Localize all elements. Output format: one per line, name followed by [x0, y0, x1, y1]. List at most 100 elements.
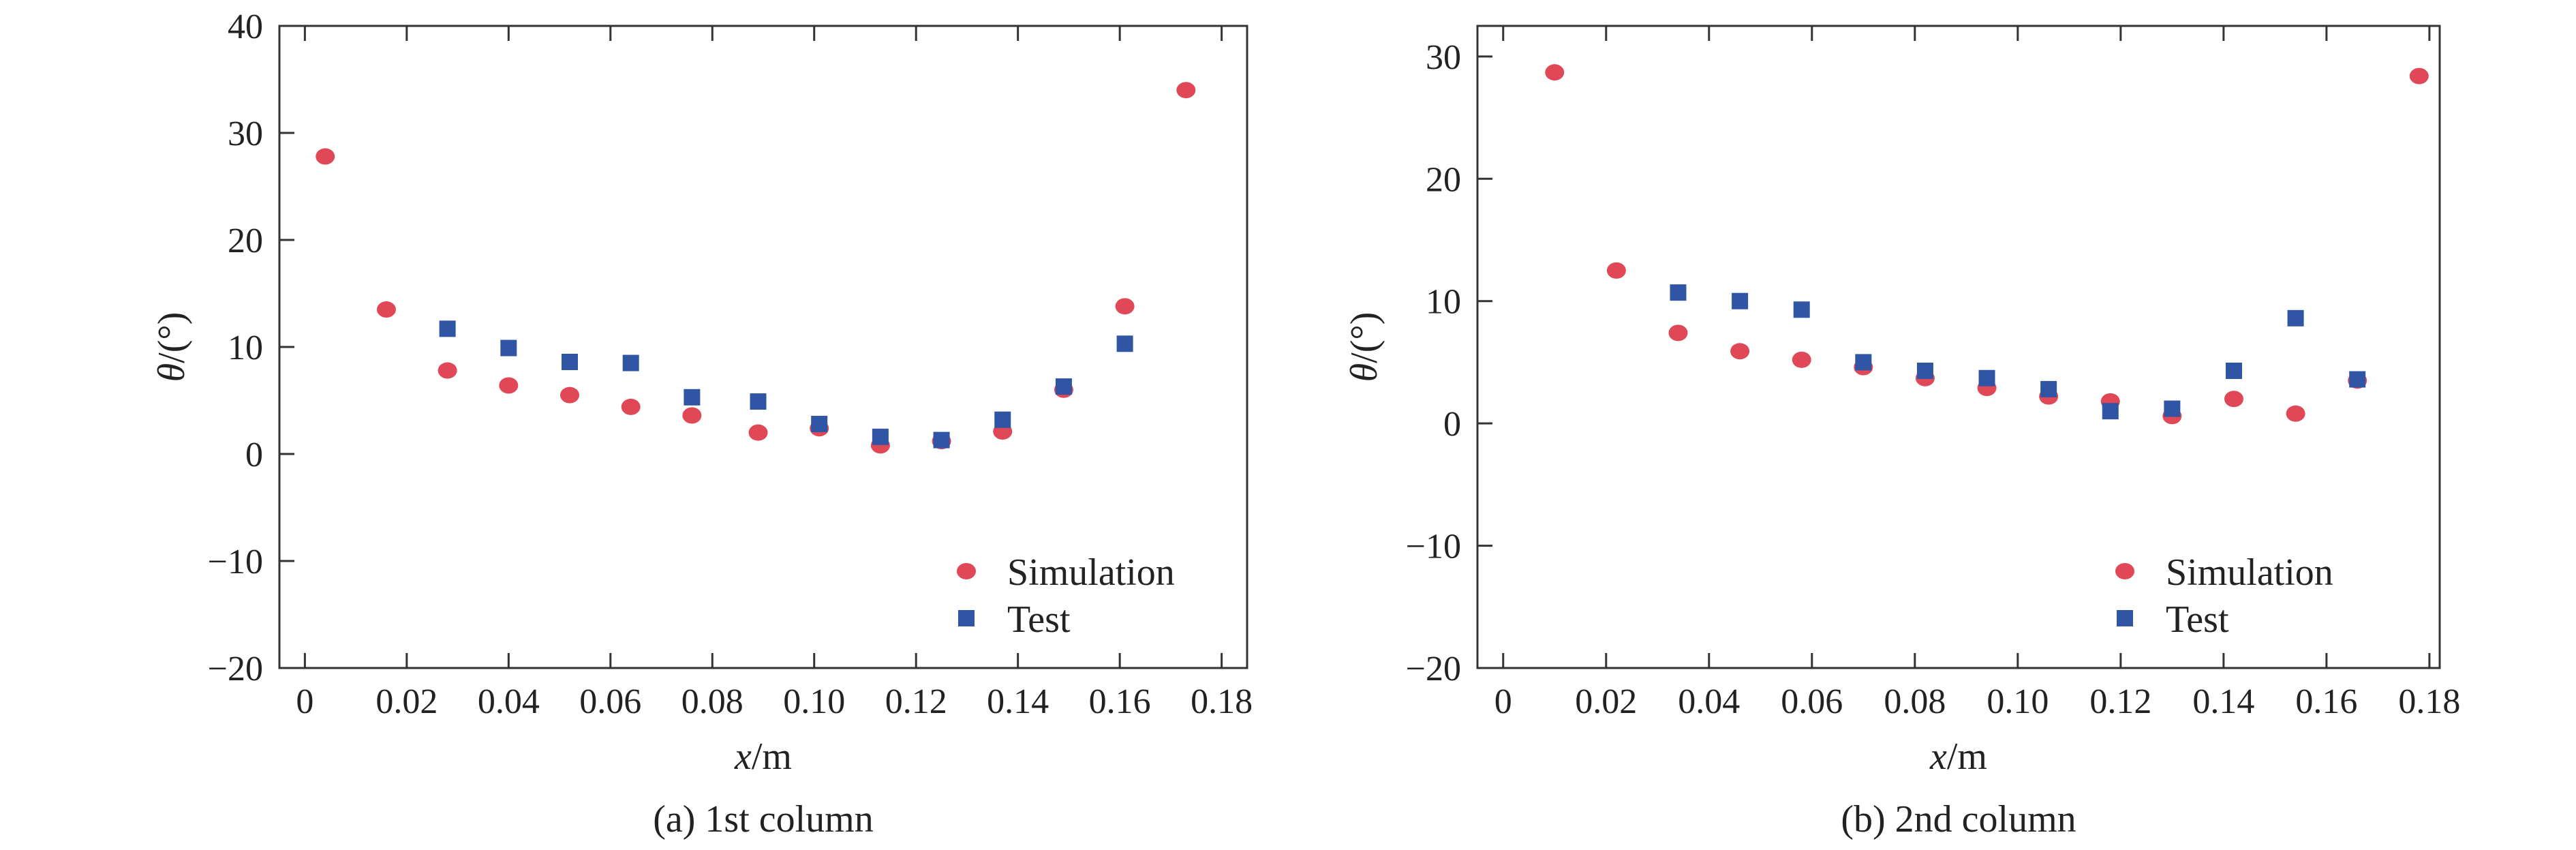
- x-tick-label-b-3: 0.06: [1781, 682, 1843, 721]
- simulation-point-a-7: [748, 424, 768, 441]
- test-points-b: [1670, 284, 2366, 420]
- chart-panel-b: 0 0.02 0.04 0.06 0.08 0.10 0.12 0.14 0.16 0.18 −2…: [1343, 25, 2460, 840]
- test-point-a-7: [872, 428, 889, 445]
- test-point-a-3: [622, 354, 639, 371]
- y-tick-label-a-6: 40: [228, 7, 263, 46]
- simulation-point-a-6: [682, 407, 702, 424]
- x-axis-label-a: x/m: [734, 735, 792, 778]
- y-tick-label-a-3: 10: [228, 329, 263, 367]
- legend-simulation-marker-a: [957, 563, 976, 579]
- y-tick-label-b-2: 0: [1443, 405, 1461, 444]
- x-tick-label-a-2: 0.04: [478, 682, 540, 721]
- legend-simulation-label-a: Simulation: [1007, 551, 1175, 594]
- x-tick-label-a-8: 0.16: [1089, 682, 1151, 721]
- x-tick-label-a-9: 0.18: [1191, 682, 1253, 721]
- y-tick-label-b-4: 20: [1426, 160, 1461, 199]
- legend-test-marker-a: [958, 610, 975, 626]
- test-point-b-10: [2287, 309, 2304, 327]
- y-tick-labels-b: −20 −10 0 10 20 30: [1406, 38, 1461, 688]
- simulation-point-a-2: [438, 362, 457, 379]
- simulation-point-a-13: [1115, 298, 1135, 315]
- x-tick-label-b-8: 0.16: [2295, 682, 2357, 721]
- test-point-b-3: [1855, 354, 1872, 371]
- simulation-point-a-14: [1176, 82, 1196, 99]
- ticks-b: [1477, 26, 2431, 669]
- legend-test-label-a: Test: [1007, 598, 1071, 641]
- x-tick-label-b-7: 0.14: [2192, 682, 2254, 721]
- test-point-b-5: [1978, 369, 1995, 386]
- y-tick-label-b-5: 30: [1426, 38, 1461, 77]
- y-tick-labels-a: −20 −10 0 10 20 30 40: [208, 7, 263, 688]
- test-point-a-0: [439, 320, 456, 337]
- ticks-a: [279, 25, 1223, 669]
- y-tick-label-b-3: 10: [1426, 283, 1461, 322]
- simulation-point-a-1: [376, 301, 396, 318]
- test-point-b-7: [2102, 403, 2119, 420]
- y-tick-label-a-2: 0: [245, 436, 263, 474]
- simulation-point-a-0: [316, 148, 335, 165]
- x-tick-label-a-1: 0.02: [375, 682, 438, 721]
- test-point-a-9: [994, 411, 1011, 428]
- test-point-a-10: [1055, 378, 1072, 395]
- x-tick-label-a-5: 0.10: [783, 682, 845, 721]
- x-tick-label-a-4: 0.08: [681, 682, 743, 721]
- y-axis-label-b: θ/(°): [1343, 312, 1385, 382]
- y-tick-label-a-4: 20: [228, 222, 263, 260]
- simulation-point-a-5: [621, 398, 641, 415]
- test-point-b-11: [2349, 371, 2366, 388]
- simulation-points-a: [316, 82, 1196, 454]
- simulation-point-b-4: [1792, 351, 1811, 368]
- test-point-a-1: [500, 339, 517, 356]
- simulation-point-b-0: [1545, 64, 1565, 81]
- legend-b: Simulation Test: [2115, 551, 2333, 641]
- simulation-point-b-12: [2286, 405, 2305, 422]
- panel-caption-a: (a) 1st column: [653, 798, 873, 840]
- test-point-b-9: [2225, 362, 2242, 379]
- y-tick-label-a-5: 30: [228, 115, 263, 153]
- test-point-b-6: [2040, 380, 2057, 397]
- legend-simulation-marker-b: [2115, 563, 2134, 579]
- test-point-b-4: [1916, 362, 1933, 379]
- plot-frame-b: [1476, 25, 2441, 669]
- x-tick-label-b-5: 0.10: [1987, 682, 2049, 721]
- x-tick-label-a-7: 0.14: [987, 682, 1049, 721]
- x-tick-label-a-0: 0: [296, 682, 313, 721]
- chart-panel-a: 0 0.02 0.04 0.06 0.08 0.10 0.12 0.14 0.16 0.18 −2…: [151, 7, 1253, 840]
- panel-caption-b: (b) 2nd column: [1841, 798, 2076, 840]
- test-point-a-8: [933, 431, 950, 449]
- simulation-point-b-11: [2224, 391, 2243, 408]
- x-tick-label-b-0: 0: [1494, 682, 1512, 721]
- x-tick-labels-a: 0 0.02 0.04 0.06 0.08 0.10 0.12 0.14 0.16 0.18: [296, 682, 1253, 721]
- x-tick-label-b-2: 0.04: [1678, 682, 1740, 721]
- x-tick-label-b-1: 0.02: [1575, 682, 1637, 721]
- x-tick-label-b-4: 0.08: [1884, 682, 1946, 721]
- x-tick-label-a-6: 0.12: [885, 682, 947, 721]
- legend-a: Simulation Test: [957, 551, 1175, 641]
- x-tick-label-b-6: 0.12: [2089, 682, 2151, 721]
- y-tick-label-a-0: −20: [208, 650, 263, 688]
- simulation-point-b-1: [1606, 262, 1626, 279]
- test-point-b-1: [1732, 292, 1749, 309]
- simulation-point-b-14: [2409, 67, 2429, 85]
- test-point-a-6: [811, 416, 828, 433]
- test-point-b-2: [1793, 301, 1810, 318]
- test-point-a-11: [1116, 335, 1133, 352]
- simulation-point-b-2: [1668, 324, 1688, 341]
- test-point-b-8: [2164, 400, 2181, 417]
- test-point-a-4: [684, 389, 701, 406]
- test-point-b-0: [1670, 284, 1687, 301]
- y-tick-label-b-1: −10: [1406, 528, 1461, 566]
- y-tick-label-b-0: −20: [1406, 650, 1461, 688]
- test-points-a: [439, 320, 1133, 449]
- test-point-a-5: [750, 393, 767, 410]
- simulation-point-a-3: [499, 377, 519, 394]
- legend-test-marker-b: [2117, 610, 2133, 626]
- y-axis-label-a: θ/(°): [151, 312, 193, 382]
- legend-test-label-b: Test: [2166, 598, 2229, 641]
- simulation-point-b-3: [1730, 343, 1750, 360]
- x-tick-label-b-9: 0.18: [2398, 682, 2460, 721]
- test-point-a-2: [562, 353, 578, 370]
- x-tick-label-a-3: 0.06: [579, 682, 641, 721]
- simulation-point-a-4: [560, 386, 579, 404]
